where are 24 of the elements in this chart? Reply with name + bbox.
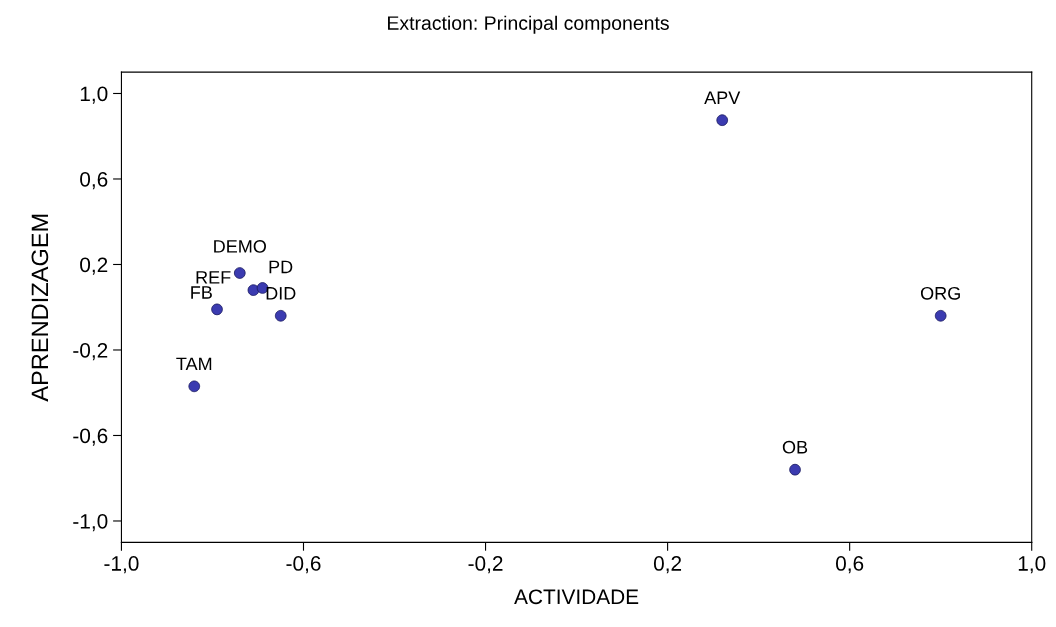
x-tick-label: -0,6 [286, 556, 321, 574]
annotation: FB [191, 286, 212, 299]
annotation: ORG [920, 286, 960, 300]
y-tick-label: 0,6 [80, 171, 108, 190]
annotation: APV [704, 91, 741, 104]
annotation: OB [782, 440, 808, 454]
y-tick-label: -1,0 [73, 513, 108, 532]
chart-title: Extraction: Principal components [388, 15, 669, 34]
x-tick-label: -0,2 [468, 556, 503, 574]
annotation: TAM [176, 357, 212, 371]
x-tick-label: 0,2 [653, 556, 682, 574]
x-tick-label: -1,0 [104, 556, 139, 574]
y-tick-label: -0,2 [73, 342, 108, 361]
x-axis-title: ACTIVIDADE [514, 589, 639, 605]
y-tick-label: -0,6 [73, 428, 108, 446]
y-tick-label: 1,0 [80, 86, 108, 104]
annotation: REF [196, 271, 231, 284]
y-axis-title: APRENDIZAGEM [31, 214, 49, 402]
y-tick-label: 0,2 [80, 257, 108, 275]
annotation: DEMO [214, 240, 266, 253]
annotation: DID [266, 287, 296, 300]
x-tick-label: 1,0 [1018, 556, 1046, 574]
x-tick-label: 0,6 [835, 556, 864, 574]
annotation: PD [269, 260, 293, 274]
